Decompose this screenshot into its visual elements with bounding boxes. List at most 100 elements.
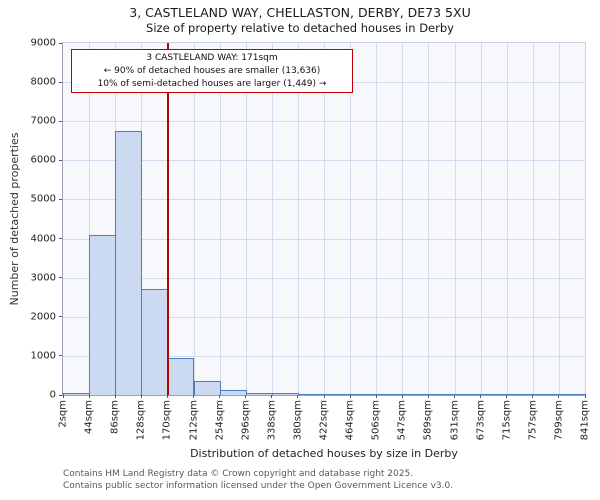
histogram-bar <box>480 394 508 395</box>
y-tick-label: 9000 <box>30 37 56 49</box>
v-gridline <box>245 43 247 395</box>
x-tick-label: 296sqm <box>240 400 252 441</box>
x-tick-label: 799sqm <box>553 400 565 441</box>
x-tick-mark <box>297 395 299 398</box>
histogram-bar <box>506 394 534 395</box>
histogram-bar <box>89 235 117 395</box>
annotation-line-3: 10% of semi-detached houses are larger (… <box>97 78 327 89</box>
histogram-bar <box>428 394 456 395</box>
x-tick-label: 338sqm <box>266 400 278 441</box>
y-tick-mark <box>59 394 62 396</box>
x-tick-mark <box>219 395 221 398</box>
histogram-bar <box>193 381 221 395</box>
histogram-bar <box>454 394 482 395</box>
x-tick-mark <box>558 395 560 398</box>
annotation-box: 3 CASTLELAND WAY: 171sqm ← 90% of detach… <box>71 49 353 94</box>
histogram-bar <box>350 394 378 395</box>
v-gridline <box>193 43 195 395</box>
v-gridline <box>558 43 560 395</box>
histogram-bar <box>63 393 91 395</box>
x-tick-mark <box>401 395 403 398</box>
x-tick-label: 128sqm <box>135 400 147 441</box>
y-tick-mark <box>59 238 62 240</box>
x-tick-mark <box>506 395 508 398</box>
x-tick-mark <box>166 395 168 398</box>
y-tick-label: 1000 <box>30 350 56 362</box>
histogram-bar <box>297 394 325 395</box>
y-tick-label: 6000 <box>30 154 56 166</box>
footer-line-2: Contains public sector information licen… <box>63 480 454 491</box>
x-tick-label: 254sqm <box>214 400 226 441</box>
x-tick-mark <box>323 395 325 398</box>
y-tick-mark <box>59 355 62 357</box>
histogram-bar <box>167 358 195 395</box>
y-tick-label: 0 <box>49 389 56 401</box>
v-gridline <box>219 43 221 395</box>
x-tick-label: 464sqm <box>344 400 356 441</box>
x-tick-label: 506sqm <box>370 400 382 441</box>
v-gridline <box>506 43 508 395</box>
annotation-line-1: 3 CASTLELAND WAY: 171sqm <box>146 53 278 63</box>
v-gridline <box>324 43 325 395</box>
y-tick-label: 2000 <box>30 311 56 323</box>
x-tick-mark <box>532 395 534 398</box>
v-gridline <box>89 43 91 395</box>
footer: Contains HM Land Registry data © Crown c… <box>63 469 453 492</box>
x-tick-mark <box>271 395 273 398</box>
x-tick-mark <box>427 395 429 398</box>
y-tick-label: 3000 <box>30 272 56 284</box>
y-tick-mark <box>59 159 62 161</box>
x-tick-mark <box>140 395 142 398</box>
chart-subtitle: Size of property relative to detached ho… <box>146 21 454 35</box>
y-axis-label: Number of detached properties <box>8 132 21 306</box>
histogram-bar <box>271 393 299 395</box>
histogram-bar <box>115 131 143 395</box>
footer-line-1: Contains HM Land Registry data © Crown c… <box>63 469 414 479</box>
y-tick-mark <box>59 81 62 83</box>
histogram-bar <box>376 394 404 395</box>
v-gridline <box>428 43 430 395</box>
annotation-line-2: ← 90% of detached houses are smaller (13… <box>103 65 321 76</box>
plot-area: 3 CASTLELAND WAY: 171sqm ← 90% of detach… <box>31 38 591 441</box>
histogram-bar <box>141 289 169 395</box>
v-gridline <box>350 43 352 395</box>
x-tick-label: 86sqm <box>109 400 121 435</box>
x-tick-label: 673sqm <box>475 400 487 441</box>
x-tick-label: 589sqm <box>422 400 434 441</box>
y-tick-label: 4000 <box>30 233 56 245</box>
v-gridline <box>297 43 299 395</box>
histogram-bar <box>219 390 247 395</box>
v-gridline <box>480 43 482 395</box>
x-axis-label: Distribution of detached houses by size … <box>190 447 458 460</box>
y-tick-label: 5000 <box>30 193 56 205</box>
histogram-bar <box>558 394 586 395</box>
x-tick-label: 2sqm <box>57 400 69 428</box>
histogram-bar <box>532 394 560 395</box>
chart-title: 3, CASTLELAND WAY, CHELLASTON, DERBY, DE… <box>129 5 471 20</box>
y-tick-label: 7000 <box>30 115 56 127</box>
v-gridline <box>271 43 273 395</box>
x-tick-mark <box>454 395 455 398</box>
histogram-bar <box>324 394 352 395</box>
v-gridline <box>402 43 404 395</box>
histogram-bar <box>245 393 273 395</box>
x-tick-label: 715sqm <box>501 400 513 441</box>
y-tick-mark <box>59 120 62 122</box>
x-tick-mark <box>349 395 351 398</box>
y-tick-label: 8000 <box>30 76 56 88</box>
histogram-bar <box>402 394 430 395</box>
x-tick-label: 380sqm <box>292 400 304 441</box>
y-tick-mark <box>59 277 62 279</box>
y-tick-mark <box>59 316 62 318</box>
x-tick-label: 547sqm <box>396 400 408 441</box>
y-tick-mark <box>59 42 62 44</box>
x-tick-label: 841sqm <box>579 400 591 441</box>
x-tick-mark <box>245 395 247 398</box>
x-tick-label: 757sqm <box>527 400 539 441</box>
x-tick-mark <box>62 395 64 398</box>
v-gridline <box>532 43 534 395</box>
x-tick-mark <box>88 395 90 398</box>
x-tick-label: 212sqm <box>188 400 199 441</box>
x-tick-mark <box>480 395 482 398</box>
